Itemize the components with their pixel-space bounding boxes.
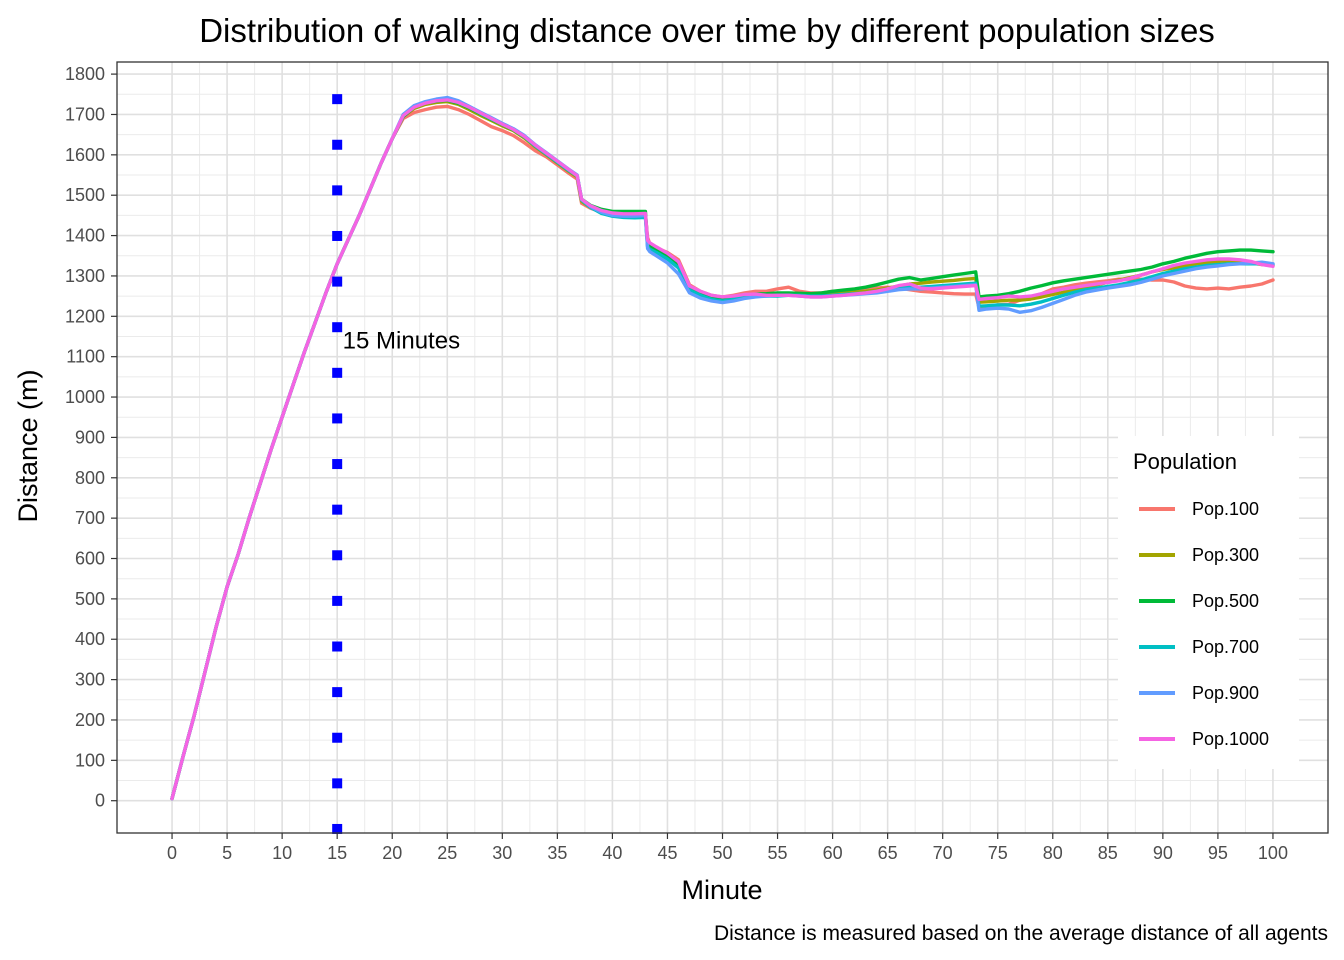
- x-tick-label: 10: [272, 843, 292, 863]
- vline-dot: [332, 185, 343, 196]
- chart-title: Distribution of walking distance over ti…: [199, 12, 1215, 49]
- vline-dot: [332, 94, 343, 105]
- x-tick-label: 20: [382, 843, 402, 863]
- legend-title: Population: [1133, 449, 1237, 474]
- y-tick-label: 400: [75, 629, 105, 649]
- x-tick-label: 35: [547, 843, 567, 863]
- vline-dot: [332, 778, 343, 789]
- vline-dot: [332, 322, 343, 333]
- y-axis-title: Distance (m): [13, 369, 43, 522]
- x-tick-label: 95: [1208, 843, 1228, 863]
- chart-caption: Distance is measured based on the averag…: [714, 922, 1328, 945]
- y-tick-label: 800: [75, 468, 105, 488]
- x-tick-label: 40: [602, 843, 622, 863]
- y-tick-label: 700: [75, 508, 105, 528]
- y-tick-label: 1600: [65, 145, 105, 165]
- vline-dot: [332, 459, 343, 470]
- legend-items: Pop.100 Pop.300 Pop.500 Pop.700 Pop.900 Pop.1…: [1139, 499, 1269, 749]
- x-tick-label: 50: [712, 843, 732, 863]
- vline-dot: [332, 504, 343, 515]
- y-tick-label: 600: [75, 549, 105, 569]
- x-tick-label: 0: [167, 843, 177, 863]
- y-tick-label: 1500: [65, 185, 105, 205]
- series-layer: [170, 95, 1275, 801]
- y-tick-label: 900: [75, 427, 105, 447]
- x-tick-label: 65: [878, 843, 898, 863]
- legend-label: Pop.900: [1192, 683, 1259, 703]
- x-tick-label: 5: [222, 843, 232, 863]
- x-tick-label: 75: [988, 843, 1008, 863]
- vline-dot: [332, 687, 343, 698]
- y-tick-label: 1100: [66, 347, 105, 367]
- y-tick-label: 1400: [65, 226, 105, 246]
- y-tick-label: 1200: [65, 306, 105, 326]
- y-tick-label: 1000: [65, 387, 105, 407]
- x-tick-label: 25: [437, 843, 457, 863]
- y-tick-label: 1300: [65, 266, 105, 286]
- vline-dot: [332, 230, 343, 241]
- legend-label: Pop.700: [1192, 637, 1259, 657]
- y-tick-label: 1800: [65, 64, 105, 84]
- vline-dot: [332, 550, 343, 561]
- vline-dot: [332, 732, 343, 743]
- y-tick-label: 300: [75, 670, 105, 690]
- grid-major: [117, 62, 1328, 833]
- y-axis: 0 100 200 300 400 500 600 700 800 900 1000 1100 1200…: [65, 64, 117, 811]
- vline-dot: [332, 641, 343, 652]
- x-tick-label: 90: [1153, 843, 1173, 863]
- x-axis-title: Minute: [681, 875, 762, 905]
- y-tick-label: 500: [75, 589, 105, 609]
- legend-label: Pop.100: [1192, 499, 1259, 519]
- y-tick-label: 1700: [65, 104, 105, 124]
- legend-label: Pop.1000: [1192, 729, 1269, 749]
- x-tick-label: 60: [823, 843, 843, 863]
- vline-dot: [332, 823, 343, 834]
- x-tick-label: 70: [933, 843, 953, 863]
- x-tick-label: 80: [1043, 843, 1063, 863]
- x-tick-label: 55: [768, 843, 788, 863]
- vline-dot: [332, 276, 343, 287]
- legend: Population Pop.100Pop.300Pop.500Pop.700P…: [1118, 436, 1299, 769]
- y-tick-label: 0: [95, 791, 105, 811]
- vline-dot: [332, 413, 343, 424]
- series-line-pop-1000: [170, 98, 1275, 801]
- annotation-15-minutes: 15 Minutes: [343, 328, 460, 355]
- legend-label: Pop.500: [1192, 591, 1259, 611]
- legend-label: Pop.300: [1192, 545, 1259, 565]
- vline-dot: [332, 139, 343, 150]
- y-tick-label: 200: [75, 710, 105, 730]
- vline-15-minutes: [332, 94, 343, 834]
- x-tick-label: 100: [1258, 843, 1288, 863]
- x-tick-label: 15: [327, 843, 347, 863]
- x-tick-label: 85: [1098, 843, 1118, 863]
- x-tick-label: 30: [492, 843, 512, 863]
- vline-dot: [332, 595, 343, 606]
- y-tick-label: 100: [75, 750, 105, 770]
- vline-dot: [332, 367, 343, 378]
- x-tick-label: 45: [657, 843, 677, 863]
- x-axis: 0 5 10 15 20 25 30 35 40 45 50 55 60 65 70 75 80 85 90 95 10…: [167, 833, 1288, 863]
